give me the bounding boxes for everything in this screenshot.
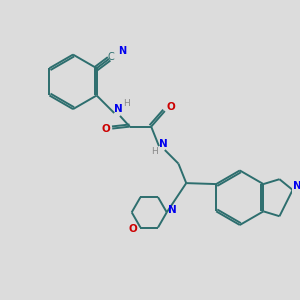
Text: O: O: [166, 102, 175, 112]
Text: N: N: [118, 46, 126, 56]
Text: C: C: [108, 52, 115, 61]
Text: O: O: [128, 224, 137, 235]
Text: O: O: [101, 124, 110, 134]
Text: N: N: [293, 181, 300, 191]
Text: N: N: [160, 139, 168, 149]
Text: N: N: [114, 104, 122, 114]
Text: H: H: [151, 147, 158, 156]
Text: H: H: [124, 99, 130, 108]
Text: N: N: [168, 206, 177, 215]
